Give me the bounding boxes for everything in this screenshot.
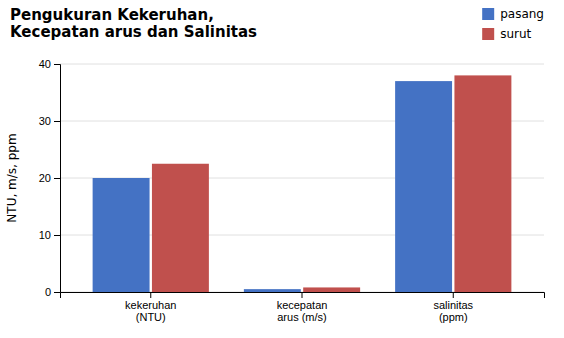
title: Pengukuran Kekeruhan,Kecepatan arus dan … (10, 6, 257, 41)
series (152, 75, 511, 292)
tick-mark (54, 121, 60, 122)
text-line: (NTU) (136, 311, 166, 323)
tick-label: 30 (39, 115, 51, 127)
y-tick: 20 (39, 172, 60, 184)
y-tick: 10 (39, 229, 60, 241)
plot: 0 10 20 30 40 kekeruhan(NTU) kecepatanarus (m/… (39, 58, 545, 323)
legend-swatch (482, 8, 494, 20)
y-tick: 40 (39, 58, 60, 70)
tick-mark (150, 292, 151, 298)
tick-label: 40 (39, 58, 51, 70)
legend-item: pasang (482, 7, 544, 21)
x-tick: kekeruhan(NTU) (125, 292, 176, 323)
legend-label: surut (500, 27, 531, 41)
legend-label: pasang (500, 7, 544, 21)
text-line: arus (m/s) (277, 311, 327, 323)
grid-line (60, 64, 544, 65)
text-line: kecepatan (277, 299, 328, 311)
tick-mark (453, 292, 454, 298)
x-tick: kecepatanarus (m/s) (277, 292, 328, 323)
bar (454, 75, 511, 292)
tick-label: kekeruhan(NTU) (125, 299, 176, 324)
tick-mark (54, 64, 60, 65)
y-tick: 30 (39, 115, 60, 127)
axis-line (54, 65, 61, 293)
bar (395, 81, 452, 292)
axis-title: NTU, m/s, ppm (5, 133, 19, 222)
chart: 0 10 20 30 40 kekeruhan(NTU) kecepatanarus (m/… (0, 0, 564, 338)
tick-mark (54, 178, 60, 179)
tick-label: salinitas(ppm) (433, 299, 473, 324)
tick-label: kecepatanarus (m/s) (277, 299, 328, 324)
tick-mark (54, 292, 60, 293)
legend-swatch (482, 28, 494, 40)
bar (152, 164, 209, 292)
legend-item: surut (482, 27, 531, 41)
tick-label: 0 (45, 286, 51, 298)
bar (303, 287, 360, 292)
x-tick: salinitas(ppm) (433, 292, 473, 323)
legend: pasang surut (482, 7, 544, 41)
bars (93, 75, 512, 292)
y-axis: 0 10 20 30 40 (39, 58, 61, 298)
tick-mark (54, 235, 60, 236)
text-line: salinitas (433, 299, 473, 311)
series (93, 81, 452, 292)
text-line: (ppm) (439, 311, 468, 323)
axis-line (61, 293, 545, 299)
text-line: kekeruhan (125, 299, 176, 311)
y-tick: 0 (45, 286, 60, 298)
x-axis: kekeruhan(NTU) kecepatanarus (m/s) salinit… (61, 292, 545, 323)
text-line: Kecepatan arus dan Salinitas (10, 23, 257, 41)
bar (244, 289, 301, 292)
grid (60, 64, 544, 292)
tick-label: 10 (39, 229, 51, 241)
tick-mark (302, 292, 303, 298)
text-line: Pengukuran Kekeruhan, (10, 6, 214, 24)
tick-label: 20 (39, 172, 51, 184)
bar (93, 178, 150, 292)
